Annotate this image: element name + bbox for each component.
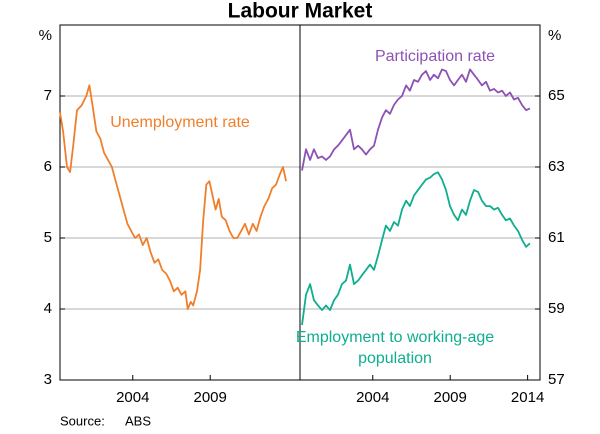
y-tick-label: 65	[548, 87, 565, 104]
y-tick-label: 6	[44, 158, 52, 175]
y-tick-label: 61	[548, 229, 565, 246]
series-label: Participation rate	[374, 48, 496, 65]
source-label: Source:	[60, 413, 105, 428]
y-tick-label: 5	[44, 229, 52, 246]
y-tick-label: 57	[548, 371, 565, 388]
panel-frame	[59, 24, 301, 381]
series-label: Employment to working-age population	[295, 329, 495, 367]
y-tick-label: 7	[44, 87, 52, 104]
x-tick-label: 2014	[511, 389, 544, 406]
source: ABS	[125, 413, 151, 428]
y-tick-label: 63	[548, 158, 565, 175]
y-tick-label: 59	[548, 300, 565, 317]
series-line	[301, 171, 531, 326]
panel-frame	[299, 24, 541, 381]
y-tick-label: 3	[44, 371, 52, 388]
series-label: Unemployment rate	[110, 114, 250, 131]
series-line	[301, 68, 531, 171]
x-tick-label: 2009	[194, 389, 227, 406]
y-unit: %	[39, 27, 52, 44]
y-tick-label: 4	[44, 300, 52, 317]
series-line	[59, 84, 287, 310]
x-tick-label: 2004	[116, 389, 149, 406]
x-tick-label: 2009	[434, 389, 467, 406]
y-unit: %	[548, 27, 561, 44]
x-tick-label: 2004	[356, 389, 389, 406]
chart-title: Labour Market	[228, 0, 373, 23]
